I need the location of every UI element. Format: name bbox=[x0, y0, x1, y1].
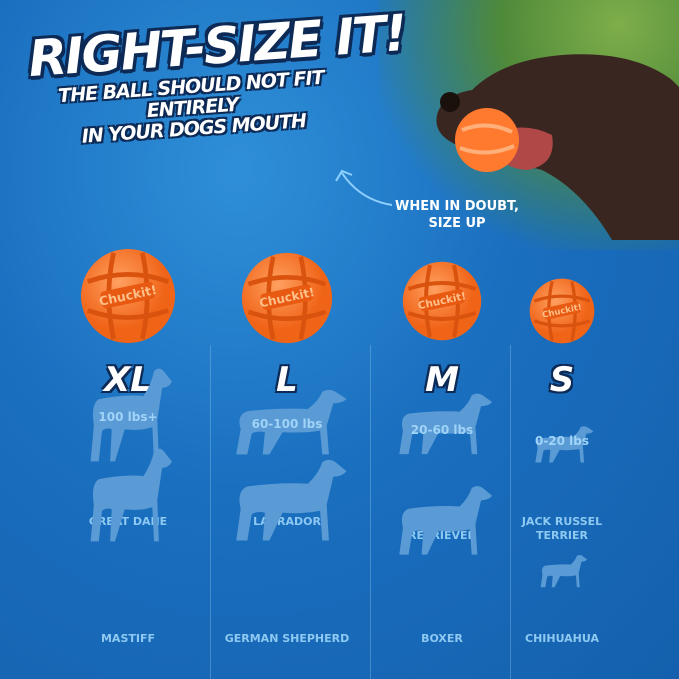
size-label: L bbox=[276, 360, 298, 400]
column-divider bbox=[510, 345, 511, 679]
dog-silhouette-icon bbox=[399, 486, 493, 555]
dog-silhouette-icon bbox=[236, 459, 347, 541]
size-column-s: S 0-20 lbs JACK RUSSEL TERRIER CHIHUAHUA bbox=[487, 360, 637, 679]
weight-range: 20-60 lbs bbox=[410, 423, 474, 437]
weight-range: 0-20 lbs bbox=[534, 434, 590, 448]
breed-name: BOXER bbox=[421, 632, 463, 645]
column-divider bbox=[210, 345, 211, 679]
dog-silhouette-icon bbox=[535, 426, 594, 463]
ball-s: Chuckit! bbox=[529, 278, 595, 344]
breed-name: GERMAN SHEPHERD bbox=[224, 632, 350, 645]
dog-silhouette-icon bbox=[236, 389, 347, 455]
size-column-xl: XL 100 lbs+ GREAT DANE MASTIFF bbox=[53, 360, 203, 679]
dog-silhouette-icon bbox=[399, 393, 493, 455]
ball-m: Chuckit! bbox=[402, 261, 482, 341]
breed-name: GREAT DANE bbox=[88, 515, 168, 528]
breed-name: CHIHUAHUA bbox=[525, 632, 599, 645]
size-label: S bbox=[549, 360, 575, 400]
size-label: XL bbox=[104, 360, 152, 400]
dog-silhouette-icon bbox=[90, 368, 172, 462]
dog-with-ball-photo bbox=[436, 54, 679, 240]
tip-line-1: WHEN IN DOUBT, bbox=[394, 199, 519, 214]
ball-l: Chuckit! bbox=[241, 252, 333, 344]
dog-silhouette-icon bbox=[90, 448, 172, 542]
breed-name: MASTIFF bbox=[100, 632, 155, 645]
size-column-l: L 60-100 lbs LABRADOR GERMAN SHEPHERD bbox=[212, 360, 362, 679]
breed-name: JACK RUSSEL TERRIER bbox=[521, 515, 603, 542]
column-divider bbox=[370, 345, 371, 679]
size-column-m: M 20-60 lbs GOLDEN RETRIEVER BOXER bbox=[367, 360, 517, 679]
curved-arrow-icon bbox=[335, 169, 393, 206]
weight-range: 100 lbs+ bbox=[98, 410, 158, 424]
dog-silhouette-icon bbox=[540, 554, 588, 588]
tip-line-2: SIZE UP bbox=[428, 216, 486, 231]
size-label: M bbox=[425, 360, 459, 400]
ball-xl: Chuckit! bbox=[80, 248, 176, 344]
size-up-tip: WHEN IN DOUBT, SIZE UP bbox=[394, 198, 520, 232]
headline: RIGHT-SIZE IT! THE BALL SHOULD NOT FIT E… bbox=[27, 4, 412, 151]
weight-range: 60-100 lbs bbox=[251, 417, 323, 431]
